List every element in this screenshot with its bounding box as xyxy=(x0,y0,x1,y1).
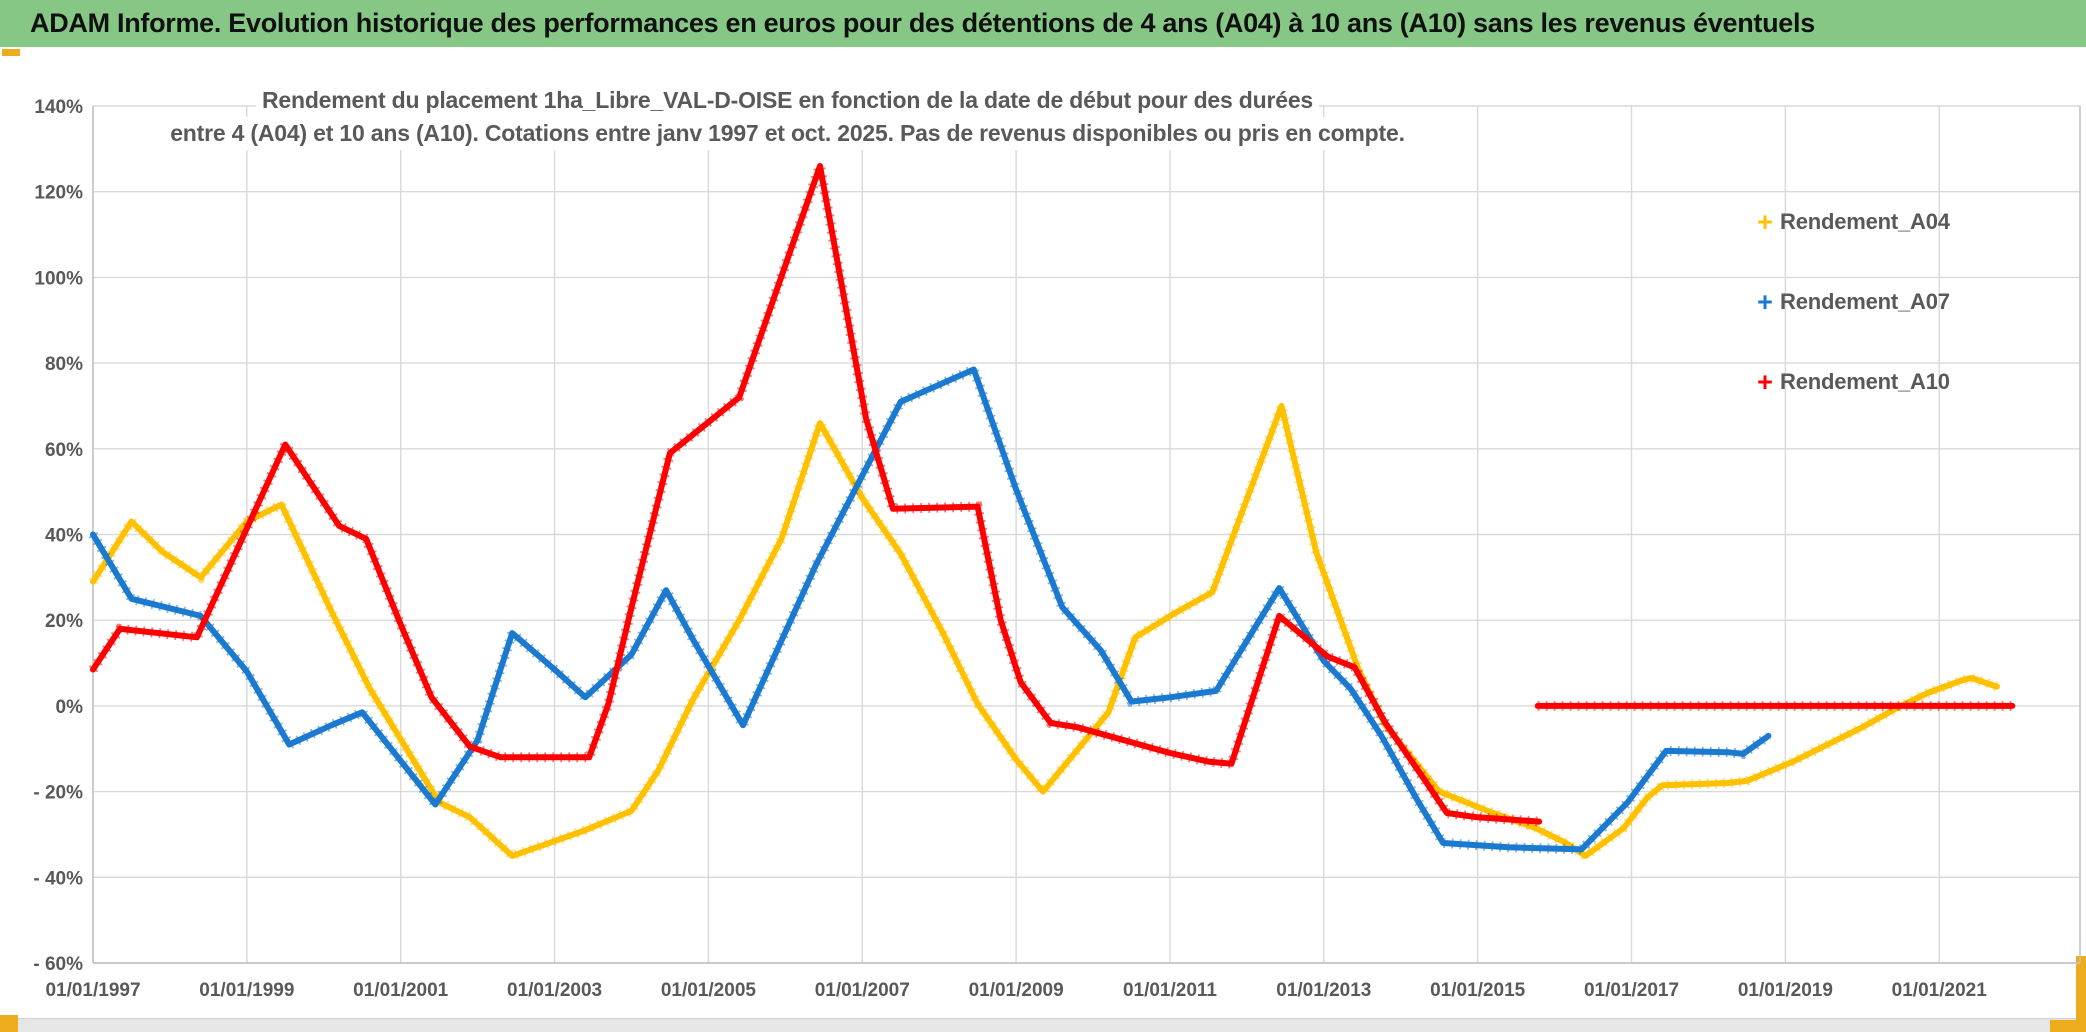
page-title: ADAM Informe. Evolution historique des p… xyxy=(30,8,1815,38)
y-axis-tick-label: 0% xyxy=(56,697,84,718)
legend-marker-icon: + xyxy=(1757,286,1773,317)
y-axis-tick-label: - 40% xyxy=(33,868,83,889)
gold-accent-bottom-left xyxy=(0,1015,18,1032)
x-axis-tick-label: 01/01/1997 xyxy=(45,980,140,1001)
x-axis-tick-label: 01/01/2017 xyxy=(1584,980,1679,1001)
series-line-rendement_a07 xyxy=(90,366,1772,853)
legend-label: Rendement_A07 xyxy=(1780,289,1950,314)
legend-marker-icon: + xyxy=(1757,206,1773,237)
chart-title-line1: Rendement du placement 1ha_Libre_VAL-D-O… xyxy=(255,84,1320,117)
y-axis-tick-label: - 60% xyxy=(33,954,83,975)
series-line-rendement_a04 xyxy=(90,402,2000,859)
y-axis-tick-label: 20% xyxy=(45,611,83,632)
legend-marker-icon: + xyxy=(1757,366,1773,397)
y-axis-tick-label: 40% xyxy=(45,526,83,547)
x-axis-tick-label: 01/01/2001 xyxy=(353,980,449,1001)
y-axis-tick-label: - 20% xyxy=(33,783,83,804)
y-axis-tick-label: 80% xyxy=(45,354,83,375)
y-axis-tick-label: 100% xyxy=(34,268,83,289)
chart-legend: + Rendement_A04 + Rendement_A07 + Rendement_A… xyxy=(1750,182,2080,422)
x-axis-tick-label: 01/01/2013 xyxy=(1276,980,1371,1001)
legend-item-rendement_a07[interactable]: + Rendement_A07 xyxy=(1750,262,2080,342)
x-axis-tick-label: 01/01/2003 xyxy=(507,980,602,1001)
x-axis-tick-label: 01/01/1999 xyxy=(199,980,294,1001)
x-axis-tick-label: 01/01/2005 xyxy=(661,980,757,1001)
x-axis-tick-label: 01/01/2021 xyxy=(1892,980,1988,1001)
page-title-bar: ADAM Informe. Evolution historique des p… xyxy=(0,0,2086,47)
bottom-bar xyxy=(0,1018,2086,1032)
gold-accent-right-vertical xyxy=(2076,956,2086,1032)
legend-label: Rendement_A10 xyxy=(1780,369,1950,394)
chart-title-line2: entre 4 (A04) et 10 ans (A10). Cotations… xyxy=(164,117,1411,150)
gold-accent-right-horizontal xyxy=(2050,1020,2086,1032)
y-axis-tick-label: 120% xyxy=(34,183,83,204)
series-marker-halo-rendement_a10 xyxy=(88,146,1540,827)
legend-label: Rendement_A04 xyxy=(1780,209,1950,234)
y-axis-tick-label: 60% xyxy=(45,440,83,461)
legend-item-rendement_a04[interactable]: + Rendement_A04 xyxy=(1750,182,2080,262)
x-axis-tick-label: 01/01/2007 xyxy=(815,980,910,1001)
x-axis-tick-label: 01/01/2015 xyxy=(1430,980,1526,1001)
gold-accent-top-left xyxy=(2,49,20,56)
chart-title: Rendement du placement 1ha_Libre_VAL-D-O… xyxy=(90,84,1485,150)
x-axis-tick-label: 01/01/2011 xyxy=(1123,980,1217,1001)
series-line-rendement_a10 xyxy=(90,163,1543,825)
y-axis-tick-label: 140% xyxy=(34,97,83,118)
legend-item-rendement_a10[interactable]: + Rendement_A10 xyxy=(1750,342,2080,422)
x-axis-tick-label: 01/01/2019 xyxy=(1738,980,1833,1001)
x-axis-tick-label: 01/01/2009 xyxy=(969,980,1064,1001)
